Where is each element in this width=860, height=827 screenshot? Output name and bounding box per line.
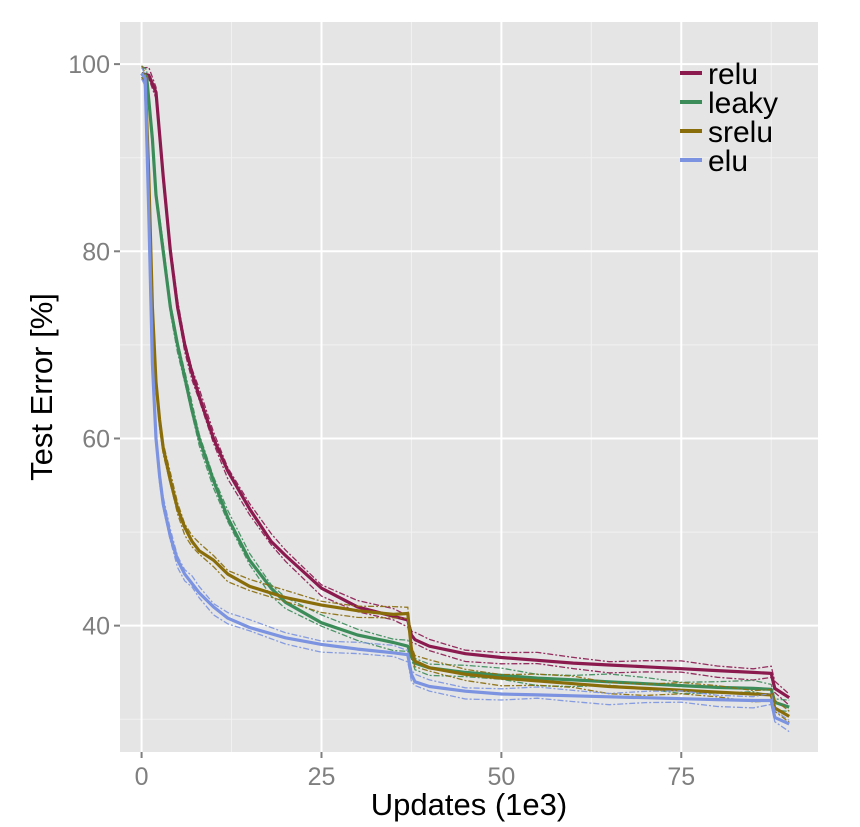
x-axis-title: Updates (1e3) [371,787,567,822]
minor-gridlines [120,22,818,752]
y-tick-label: 60 [82,425,110,453]
series-line [140,72,790,709]
y-tick-label: 80 [82,238,110,266]
series-leaky [140,65,790,713]
series-layer [140,65,791,733]
y-tick-label: 100 [68,51,110,79]
x-tick-label: 0 [135,763,149,791]
y-tick-label: 40 [82,613,110,641]
series-line [140,72,790,726]
x-tick-label: 75 [667,763,695,791]
series-elu [140,67,790,733]
legend-label: elu [708,145,748,178]
major-gridlines [120,22,818,752]
series-line [141,71,791,700]
series-relu [141,66,791,706]
y-axis-title: Test Error [%] [24,293,59,481]
legend-item-leaky: leaky [680,87,778,120]
series-line [140,72,791,718]
legend-label: relu [708,58,758,91]
legend-label: leaky [708,87,778,120]
legend-label: srelu [708,116,773,149]
series-srelu [140,65,791,723]
y-axis: 40 60 80 100 [68,51,120,641]
x-axis: 0 25 50 75 [135,752,695,791]
legend-item-relu: relu [680,58,758,91]
x-tick-label: 50 [487,763,515,791]
legend-item-elu: elu [680,145,748,178]
legend-item-srelu: srelu [680,116,773,149]
plot-panel [120,22,818,752]
x-tick-label: 25 [308,763,336,791]
